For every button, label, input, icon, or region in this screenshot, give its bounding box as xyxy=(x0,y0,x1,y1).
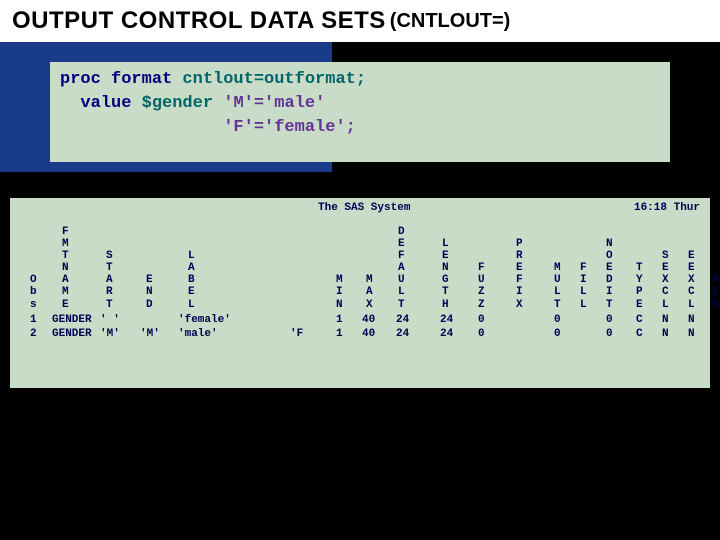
col-header: FILL xyxy=(580,226,587,311)
cell-eexcl: N xyxy=(688,328,695,340)
sas-output-block: The SAS System 16:18 Thur ObsFMTNAME STA… xyxy=(10,198,710,388)
table-row: 2 GENDER 'M' 'M' 'male' 'F 1 40 24 24 0 0 0 C N N xyxy=(10,328,710,342)
cell-min: 1 xyxy=(336,328,343,340)
cell-label: 'male' xyxy=(178,328,218,340)
code-line-2: value $gender 'M'='male' xyxy=(60,92,660,116)
col-header: FUZZ xyxy=(478,226,485,311)
output-system-title: The SAS System xyxy=(318,202,410,214)
col-header: Obs xyxy=(30,226,37,311)
cell-sexcl: N xyxy=(662,314,669,326)
slide-subtitle: (CNTLOUT=) xyxy=(390,10,511,33)
table-row: 1 GENDER ' ' 'female' 1 40 24 24 0 0 0 C N N xyxy=(10,314,710,328)
cell-mult: 0 xyxy=(554,328,561,340)
cell-fuzz: 0 xyxy=(478,328,485,340)
cell-fmtname: GENDER xyxy=(52,328,92,340)
col-header: DEFAULT xyxy=(398,226,405,311)
cell-sexcl: N xyxy=(662,328,669,340)
col-header: PREFIX xyxy=(516,226,523,311)
cell-fmtname: GENDER xyxy=(52,314,92,326)
cell-length: 24 xyxy=(440,314,453,326)
cell-type: C xyxy=(636,314,643,326)
cell-start: ' ' xyxy=(100,314,120,326)
output-header: The SAS System 16:18 Thur xyxy=(10,198,710,216)
cell-obs: 1 xyxy=(30,314,37,326)
col-header: LABEL xyxy=(188,226,195,311)
sas-code-block: proc format cntlout=outformat; value $ge… xyxy=(50,62,670,162)
col-header: HLO xyxy=(712,226,719,311)
cell-obs: 2 xyxy=(30,328,37,340)
cell-min: 1 xyxy=(336,314,343,326)
title-bar: OUTPUT CONTROL DATA SETS (CNTLOUT=) xyxy=(0,0,720,42)
output-timestamp: 16:18 Thur xyxy=(634,202,700,214)
col-header: MULT xyxy=(554,226,561,311)
col-header: LENGTH xyxy=(442,226,449,311)
slide-title: OUTPUT CONTROL DATA SETS xyxy=(12,7,386,35)
col-header: EEXCL xyxy=(688,226,695,311)
code-line-3: 'F'='female'; xyxy=(60,116,660,140)
col-header: MIN xyxy=(336,226,343,311)
cell-start: 'M' xyxy=(100,328,120,340)
cell-eexcl: N xyxy=(688,314,695,326)
cell-noedit: 0 xyxy=(606,328,613,340)
col-header: TYPE xyxy=(636,226,643,311)
cell-default: 24 xyxy=(396,314,409,326)
col-header: NOEDIT xyxy=(606,226,613,311)
cell-end: 'M' xyxy=(140,328,160,340)
output-column-headers: ObsFMTNAME START END LABEL MIN MAXDEFAUL… xyxy=(10,226,710,306)
col-header: MAX xyxy=(366,226,373,311)
col-header: START xyxy=(106,226,113,311)
output-data-rows: 1GENDER' ''female'1402424000CNN2GENDER'M… xyxy=(10,314,710,342)
cell-default: 24 xyxy=(396,328,409,340)
cell-length: 24 xyxy=(440,328,453,340)
col-header: END xyxy=(146,226,153,311)
cell-max: 40 xyxy=(362,314,375,326)
col-header: FMTNAME xyxy=(62,226,69,311)
cell-type: C xyxy=(636,328,643,340)
cell-noedit: 0 xyxy=(606,314,613,326)
cell-label: 'female' xyxy=(178,314,231,326)
cell-mult: 0 xyxy=(554,314,561,326)
code-line-1: proc format cntlout=outformat; xyxy=(60,68,660,92)
cell-fuzz: 0 xyxy=(478,314,485,326)
cell-fbetween: 'F xyxy=(290,328,303,340)
col-header: SEXCL xyxy=(662,226,669,311)
cell-max: 40 xyxy=(362,328,375,340)
